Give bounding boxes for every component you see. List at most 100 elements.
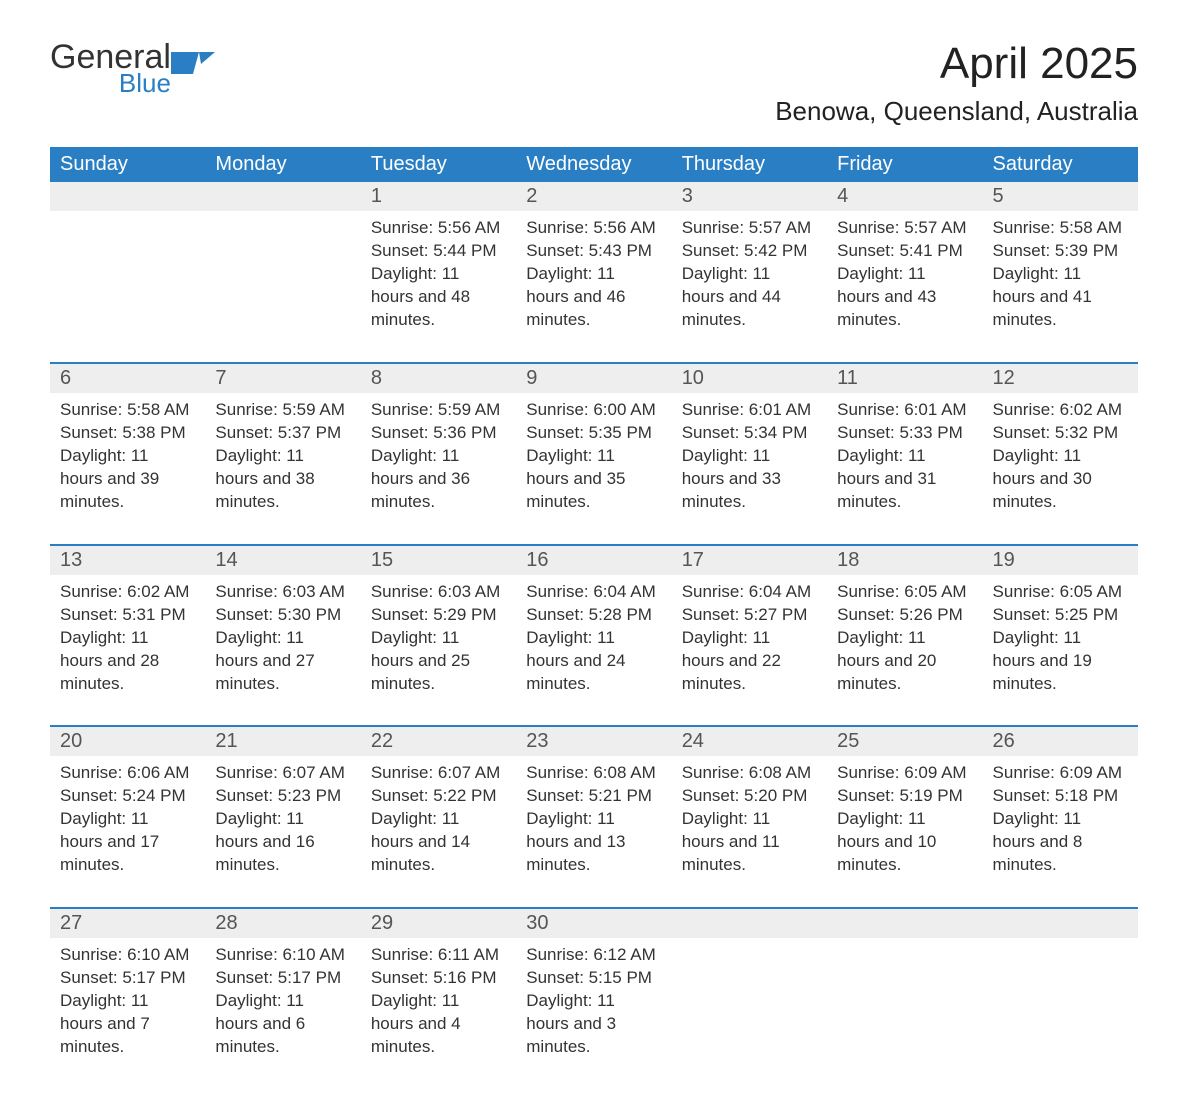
sunset-text: Sunset: 5:28 PM bbox=[526, 604, 661, 627]
daylight-text: Daylight: 11 hours and 35 minutes. bbox=[526, 445, 661, 514]
day-cell: Sunrise: 6:04 AMSunset: 5:27 PMDaylight:… bbox=[672, 575, 827, 727]
daylight-text: Daylight: 11 hours and 25 minutes. bbox=[371, 627, 506, 696]
detail-row: Sunrise: 5:58 AMSunset: 5:38 PMDaylight:… bbox=[50, 393, 1138, 545]
day-number: 5 bbox=[983, 182, 1138, 211]
logo-text: General Blue bbox=[50, 40, 171, 96]
sunset-text: Sunset: 5:43 PM bbox=[526, 240, 661, 263]
day-cell: Sunrise: 6:07 AMSunset: 5:22 PMDaylight:… bbox=[361, 756, 516, 908]
day-cell: Sunrise: 6:08 AMSunset: 5:21 PMDaylight:… bbox=[516, 756, 671, 908]
daylight-text: Daylight: 11 hours and 20 minutes. bbox=[837, 627, 972, 696]
day-number: 20 bbox=[50, 727, 205, 756]
detail-row: Sunrise: 6:10 AM Sunset: 5:17 PM Daylight:… bbox=[50, 938, 1138, 1069]
day-cell: Sunrise: 6:03 AMSunset: 5:30 PMDaylight:… bbox=[205, 575, 360, 727]
day-number: 17 bbox=[672, 546, 827, 575]
daylight-text: Daylight: 11 hours and 46 minutes. bbox=[526, 263, 661, 332]
day-cell: Sunrise: 6:10 AMSunset: 5:17 PMDaylight:… bbox=[50, 938, 205, 1069]
detail-row: Sunrise: 6:02 AMSunset: 5:31 PM Daylight:… bbox=[50, 575, 1138, 727]
sunrise-text: Sunrise: 5:58 AM bbox=[993, 217, 1128, 240]
day-number: 12 bbox=[983, 364, 1138, 393]
sunrise-text: Sunrise: 6:07 AM bbox=[371, 762, 506, 785]
sunrise-text: Sunrise: 6:02 AM bbox=[60, 581, 195, 604]
daylight-text: Daylight: 11 hours and 16 minutes. bbox=[215, 808, 350, 877]
daylight-text: Daylight: 11 hours and 6 minutes. bbox=[215, 990, 350, 1059]
daylight-text: Daylight: 11 hours and 36 minutes. bbox=[371, 445, 506, 514]
sunrise-text: Sunrise: 6:10 AM bbox=[215, 944, 350, 967]
sunset-text: Sunset: 5:38 PM bbox=[60, 422, 195, 445]
day-number: 18 bbox=[827, 546, 982, 575]
day-number: 23 bbox=[516, 727, 671, 756]
day-number: 28 bbox=[205, 909, 360, 938]
day-number: 8 bbox=[361, 364, 516, 393]
sunset-text: Sunset: 5:31 PM bbox=[60, 604, 195, 627]
sunrise-text: Sunrise: 6:02 AM bbox=[993, 399, 1128, 422]
day-header-friday: Friday bbox=[827, 147, 982, 182]
sunset-text: Sunset: 5:20 PM bbox=[682, 785, 817, 808]
daylight-text: Daylight: 11 hours and 4 minutes. bbox=[371, 990, 506, 1059]
daynum-row: 6789101112 bbox=[50, 364, 1138, 393]
day-number: 14 bbox=[205, 546, 360, 575]
detail-row: Sunrise: 5:56 AMSunset: 5:44 PMDaylight:… bbox=[50, 211, 1138, 363]
day-number: 7 bbox=[205, 364, 360, 393]
sunset-text: Sunset: 5:36 PM bbox=[371, 422, 506, 445]
daynum-row: 12345 bbox=[50, 182, 1138, 211]
daylight-text: Daylight: 11 hours and 30 minutes. bbox=[993, 445, 1128, 514]
sunset-text: Sunset: 5:34 PM bbox=[682, 422, 817, 445]
sunset-text: Sunset: 5:22 PM bbox=[371, 785, 506, 808]
sunrise-text: Sunrise: 5:58 AM bbox=[60, 399, 195, 422]
sunset-text: Sunset: 5:35 PM bbox=[526, 422, 661, 445]
logo: General Blue bbox=[50, 40, 215, 96]
day-cell: Sunrise: 5:56 AMSunset: 5:44 PMDaylight:… bbox=[361, 211, 516, 363]
empty-cell bbox=[983, 909, 1138, 938]
calendar-table: SundayMondayTuesdayWednesdayThursdayFrid… bbox=[50, 147, 1138, 1068]
sunset-text: Sunset: 5:17 PM bbox=[60, 967, 195, 990]
day-cell: Sunrise: 5:56 AMSunset: 5:43 PMDaylight:… bbox=[516, 211, 671, 363]
day-cell: Sunrise: 6:10 AMSunset: 5:17 PMDaylight:… bbox=[205, 938, 360, 1069]
sunset-text: Sunset: 5:15 PM bbox=[526, 967, 661, 990]
sunrise-text: Sunrise: 5:57 AM bbox=[682, 217, 817, 240]
empty-cell bbox=[205, 182, 360, 211]
daylight-text: Daylight: 11 hours and 38 minutes. bbox=[215, 445, 350, 514]
sunset-text: Sunset: 5:32 PM bbox=[993, 422, 1128, 445]
day-number: 15 bbox=[361, 546, 516, 575]
month-title: April 2025 bbox=[775, 40, 1138, 88]
location: Benowa, Queensland, Australia bbox=[775, 96, 1138, 127]
sunset-text: Sunset: 5:30 PM bbox=[215, 604, 350, 627]
empty-cell bbox=[672, 938, 827, 1069]
day-cell: Sunrise: 6:07 AMSunset: 5:23 PMDaylight:… bbox=[205, 756, 360, 908]
day-header-monday: Monday bbox=[205, 147, 360, 182]
empty-cell bbox=[983, 938, 1138, 1069]
title-block: April 2025 Benowa, Queensland, Australia bbox=[775, 40, 1138, 141]
day-number: 24 bbox=[672, 727, 827, 756]
day-number: 27 bbox=[50, 909, 205, 938]
sunset-text: Sunset: 5:25 PM bbox=[993, 604, 1128, 627]
day-number: 21 bbox=[205, 727, 360, 756]
sunrise-text: Sunrise: 6:00 AM bbox=[526, 399, 661, 422]
empty-cell bbox=[672, 909, 827, 938]
sunrise-text: Sunrise: 6:04 AM bbox=[526, 581, 661, 604]
daylight-text: Daylight: 11 hours and 41 minutes. bbox=[993, 263, 1128, 332]
day-header-saturday: Saturday bbox=[983, 147, 1138, 182]
empty-cell bbox=[50, 211, 205, 363]
sunrise-text: Sunrise: 6:09 AM bbox=[993, 762, 1128, 785]
daylight-text: Daylight: 11 hours and 39 minutes. bbox=[60, 445, 195, 514]
header: General Blue April 2025 Benowa, Queensla… bbox=[50, 40, 1138, 141]
day-header-thursday: Thursday bbox=[672, 147, 827, 182]
day-cell: Sunrise: 6:05 AMSunset: 5:26 PMDaylight:… bbox=[827, 575, 982, 727]
day-cell: Sunrise: 6:08 AMSunset: 5:20 PMDaylight:… bbox=[672, 756, 827, 908]
day-cell: Sunrise: 6:05 AMSunset: 5:25 PMDaylight:… bbox=[983, 575, 1138, 727]
sunrise-text: Sunrise: 6:05 AM bbox=[837, 581, 972, 604]
day-cell: Sunrise: 6:11 AMSunset: 5:16 PMDaylight:… bbox=[361, 938, 516, 1069]
day-cell: Sunrise: 6:01 AMSunset: 5:34 PMDaylight:… bbox=[672, 393, 827, 545]
daylight-text: Daylight: 11 hours and 24 minutes. bbox=[526, 627, 661, 696]
daylight-text: Daylight: 11 hours and 44 minutes. bbox=[682, 263, 817, 332]
sunrise-text: Sunrise: 5:56 AM bbox=[371, 217, 506, 240]
day-number: 4 bbox=[827, 182, 982, 211]
daylight-text: Daylight: 11 hours and 13 minutes. bbox=[526, 808, 661, 877]
day-number: 10 bbox=[672, 364, 827, 393]
day-number: 30 bbox=[516, 909, 671, 938]
day-number: 19 bbox=[983, 546, 1138, 575]
day-cell: Sunrise: 6:09 AMSunset: 5:18 PMDaylight:… bbox=[983, 756, 1138, 908]
sunrise-text: Sunrise: 5:59 AM bbox=[371, 399, 506, 422]
daylight-text: Daylight: 11 hours and 17 minutes. bbox=[60, 808, 195, 877]
sunset-text: Sunset: 5:21 PM bbox=[526, 785, 661, 808]
